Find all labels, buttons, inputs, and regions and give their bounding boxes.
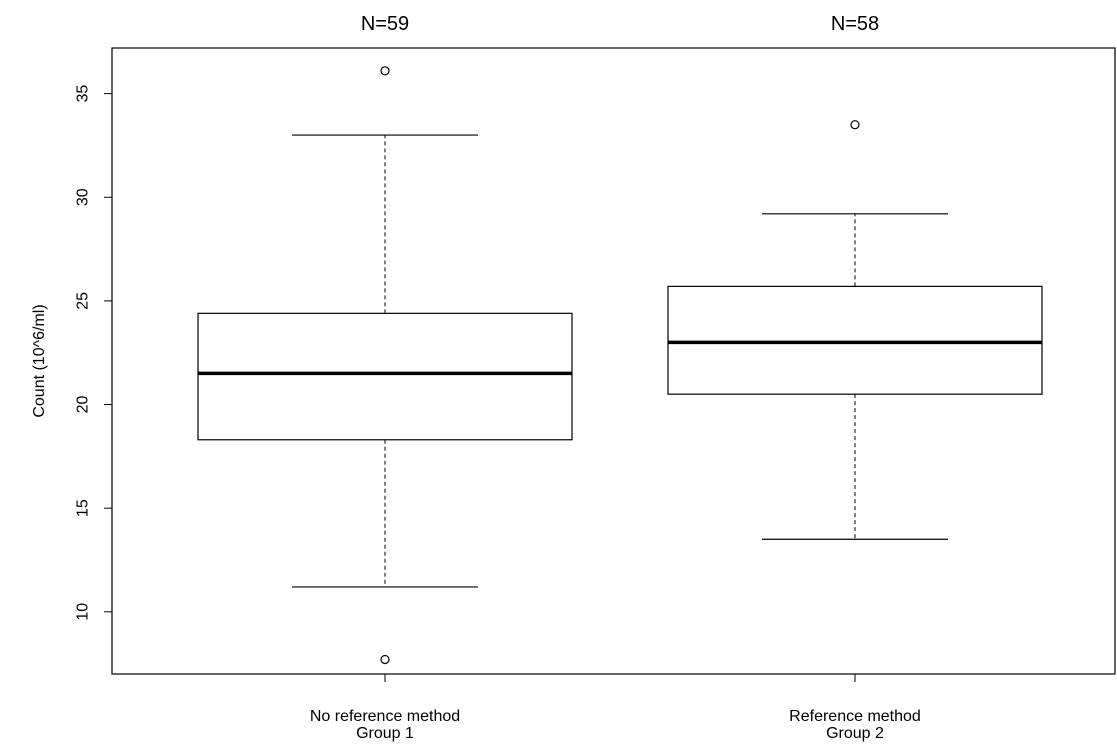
y-tick-label: 35: [75, 85, 92, 103]
outlier-point: [850, 120, 860, 130]
x-tick-label: Reference method: [789, 708, 921, 725]
y-axis-label: Count (10^6/ml): [31, 304, 48, 417]
n-label: N=59: [361, 13, 409, 35]
y-tick-label: 10: [75, 603, 92, 621]
y-tick-label: 20: [75, 396, 92, 414]
x-tick-sublabel: Group 2: [826, 725, 884, 742]
y-tick-label: 15: [75, 499, 92, 517]
outlier-point: [380, 654, 390, 665]
iqr-box: [197, 312, 573, 441]
x-tick-sublabel: Group 1: [356, 725, 414, 742]
y-tick-label: 30: [75, 188, 92, 206]
n-label: N=58: [831, 13, 879, 35]
y-tick-label: 25: [75, 292, 92, 310]
y-axis: 10 15 20 25 30 35: [75, 85, 113, 621]
iqr-box: [667, 285, 1043, 395]
outlier-point: [380, 66, 390, 76]
x-tick-label: No reference method: [310, 708, 460, 725]
